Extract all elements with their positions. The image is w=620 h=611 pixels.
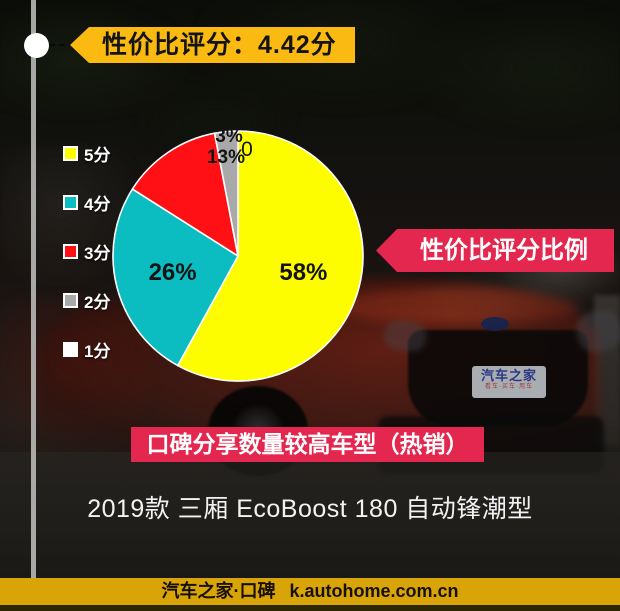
footer-url[interactable]: k.autohome.com.cn	[289, 581, 459, 601]
legend-label-2分: 2分	[84, 293, 111, 312]
legend-label-4分: 4分	[84, 195, 111, 214]
timeline-rail	[31, 0, 36, 578]
pie-chart-svg	[112, 130, 364, 382]
plate-slogan-text: 看车·买车·用车	[485, 384, 533, 390]
score-banner-text: 性价比评分：4.42分	[102, 31, 337, 59]
timeline-node-dot	[24, 33, 49, 58]
ratio-banner-text: 性价比评分比例	[420, 237, 588, 264]
legend-swatch-2分	[63, 293, 78, 308]
hot-sale-banner-text: 口碑分享数量较高车型（热销）	[146, 431, 469, 457]
legend-swatch-5分	[63, 146, 78, 161]
pie-chart	[110, 128, 366, 384]
model-name: 2019款 三厢 EcoBoost 180 自动锋潮型	[87, 495, 533, 523]
legend-item-1分: 1分	[63, 339, 111, 361]
pie-slice-5分	[176, 130, 364, 382]
score-banner: 性价比评分：4.42分	[70, 27, 355, 63]
plate-brand-text: 汽车之家	[480, 368, 537, 383]
dashed-connector	[49, 44, 75, 46]
legend-label-3分: 3分	[84, 244, 111, 263]
footer-bar: 汽车之家·口碑 k.autohome.com.cn	[0, 578, 620, 605]
chart-legend: 5分 4分 3分 2分 1分	[63, 143, 110, 388]
footer-brand: 汽车之家·口碑	[161, 581, 276, 601]
road-ground	[0, 452, 620, 578]
pie-slice-3分	[131, 132, 239, 257]
pie-slice-2分	[213, 130, 239, 257]
ratio-banner: 性价比评分比例	[376, 229, 614, 272]
legend-item-4分: 4分	[63, 192, 111, 214]
legend-item-2分: 2分	[63, 290, 111, 312]
car-hood-highlight	[330, 288, 580, 324]
legend-label-5分: 5分	[84, 146, 111, 165]
legend-item-3分: 3分	[63, 241, 111, 263]
pie-slice-4分	[112, 188, 239, 367]
legend-swatch-3分	[63, 244, 78, 259]
footer-bottom-edge	[0, 605, 620, 611]
car-license-plate-watermark: 汽车之家 看车·买车·用车	[472, 366, 546, 398]
legend-swatch-4分	[63, 195, 78, 210]
legend-label-1分: 1分	[84, 342, 111, 361]
ford-logo	[481, 317, 509, 331]
legend-swatch-1分	[63, 342, 78, 357]
hot-sale-banner: 口碑分享数量较高车型（热销）	[131, 427, 484, 462]
legend-item-5分: 5分	[63, 143, 111, 165]
